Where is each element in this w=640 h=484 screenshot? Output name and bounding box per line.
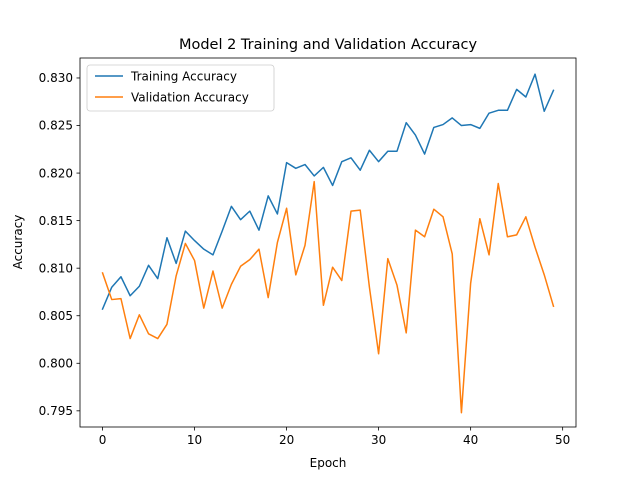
y-tick-label: 0.805 [39,309,73,323]
y-tick-label: 0.825 [39,119,73,133]
chart-title: Model 2 Training and Validation Accuracy [179,37,478,53]
x-tick-label: 10 [187,433,202,447]
series-layer [101,73,555,414]
y-axis-label: Accuracy [11,215,25,270]
y-tick-label: 0.810 [39,261,73,275]
y-tick-label: 0.815 [39,214,73,228]
x-tick-label: 20 [279,433,294,447]
axes-frame [79,57,577,428]
x-axis: 0 10 20 30 40 50 [99,427,570,447]
series-line-validation [101,180,555,414]
y-tick-label: 0.795 [39,404,73,418]
x-tick-label: 30 [371,433,386,447]
x-axis-label: Epoch [310,456,347,470]
legend-label-validation: Validation Accuracy [131,91,249,105]
x-tick-label: 0 [99,433,107,447]
y-tick-label: 0.820 [39,166,73,180]
axes-background [80,58,576,427]
y-tick-label: 0.800 [39,356,73,370]
x-tick-label: 40 [463,433,478,447]
series-line-training [101,73,555,311]
legend-label-training: Training Accuracy [130,70,237,84]
legend: Training Accuracy Validation Accuracy [86,64,275,112]
y-axis: 0.795 0.800 0.805 0.810 0.815 0.820 0.825 0.830 [39,71,80,418]
plot-area [80,58,576,427]
y-tick-label: 0.830 [39,71,73,85]
legend-box [86,64,275,112]
x-tick-label: 50 [555,433,570,447]
